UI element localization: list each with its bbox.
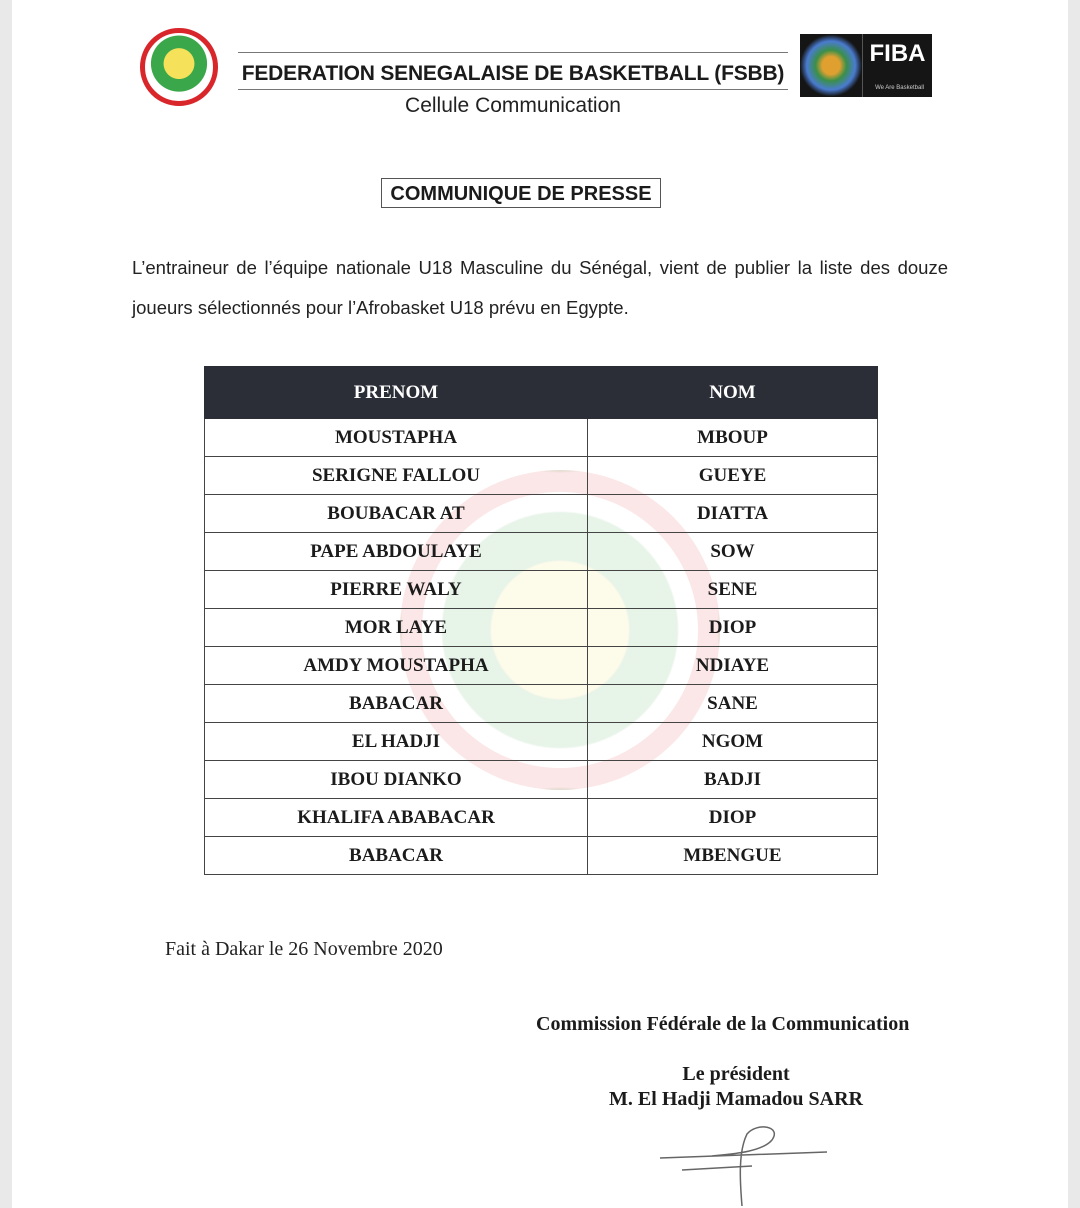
cell-nom: GUEYE bbox=[587, 456, 878, 495]
column-header-nom: NOM bbox=[587, 366, 878, 419]
fiba-logo: FIBA We Are Basketball bbox=[800, 34, 932, 97]
table-row: MOR LAYE DIOP bbox=[204, 608, 878, 647]
table-row: BOUBACAR AT DIATTA bbox=[204, 494, 878, 533]
cell-nom: SENE bbox=[587, 570, 878, 609]
table-row: BABACAR MBENGUE bbox=[204, 836, 878, 875]
cell-nom: NGOM bbox=[587, 722, 878, 761]
cell-prenom: KHALIFA ABABACAR bbox=[204, 798, 588, 837]
table-row: IBOU DIANKO BADJI bbox=[204, 760, 878, 799]
cell-prenom: BOUBACAR AT bbox=[204, 494, 588, 533]
commission-name: Commission Fédérale de la Communication bbox=[536, 1013, 910, 1035]
cell-prenom: SERIGNE FALLOU bbox=[204, 456, 588, 495]
cell-nom: NDIAYE bbox=[587, 646, 878, 685]
cell-prenom: PAPE ABDOULAYE bbox=[204, 532, 588, 571]
handwritten-signature bbox=[659, 1126, 828, 1207]
cell-nom: DIOP bbox=[587, 608, 878, 647]
cell-nom: DIATTA bbox=[587, 494, 878, 533]
cell-prenom: EL HADJI bbox=[204, 722, 588, 761]
table-row: EL HADJI NGOM bbox=[204, 722, 878, 761]
org-title: FEDERATION SENEGALAISE DE BASKETBALL (FS… bbox=[241, 62, 785, 85]
fiba-tagline: We Are Basketball bbox=[875, 85, 924, 91]
players-table: PRENOM NOM MOUSTAPHA MBOUP SERIGNE FALLOU G… bbox=[204, 366, 878, 875]
cell-prenom: IBOU DIANKO bbox=[204, 760, 588, 799]
place-date: Fait à Dakar le 26 Novembre 2020 bbox=[165, 938, 443, 960]
column-header-prenom: PRENOM bbox=[204, 366, 588, 419]
basketball-icon bbox=[800, 34, 862, 97]
table-row: SERIGNE FALLOU GUEYE bbox=[204, 456, 878, 495]
table-row: KHALIFA ABABACAR DIOP bbox=[204, 798, 878, 837]
intro-paragraph: L’entraineur de l’équipe nationale U18 M… bbox=[132, 257, 948, 318]
cell-nom: BADJI bbox=[587, 760, 878, 799]
org-subtitle: Cellule Communication bbox=[405, 94, 621, 117]
header-rule-top bbox=[238, 52, 788, 53]
table-row: AMDY MOUSTAPHA NDIAYE bbox=[204, 646, 878, 685]
document-heading: COMMUNIQUE DE PRESSE bbox=[381, 178, 661, 208]
cell-prenom: AMDY MOUSTAPHA bbox=[204, 646, 588, 685]
signatory-name: M. El Hadji Mamadou SARR bbox=[609, 1088, 863, 1110]
table-row: MOUSTAPHA MBOUP bbox=[204, 418, 878, 457]
table-header-row: PRENOM NOM bbox=[204, 366, 878, 419]
cell-prenom: PIERRE WALY bbox=[204, 570, 588, 609]
cell-prenom: BABACAR bbox=[204, 684, 588, 723]
cell-nom: MBOUP bbox=[587, 418, 878, 457]
cell-nom: SOW bbox=[587, 532, 878, 571]
cell-prenom: MOUSTAPHA bbox=[204, 418, 588, 457]
table-row: PAPE ABDOULAYE SOW bbox=[204, 532, 878, 571]
document-page: FEDERATION SENEGALAISE DE BASKETBALL (FS… bbox=[12, 0, 1068, 1208]
table-row: BABACAR SANE bbox=[204, 684, 878, 723]
cell-nom: SANE bbox=[587, 684, 878, 723]
fiba-logo-text: FIBA bbox=[869, 40, 926, 67]
fsbb-logo bbox=[140, 28, 218, 106]
cell-nom: MBENGUE bbox=[587, 836, 878, 875]
cell-nom: DIOP bbox=[587, 798, 878, 837]
cell-prenom: BABACAR bbox=[204, 836, 588, 875]
signatory-role: Le président bbox=[682, 1063, 790, 1085]
cell-prenom: MOR LAYE bbox=[204, 608, 588, 647]
header-rule-bottom bbox=[238, 89, 788, 90]
table-row: PIERRE WALY SENE bbox=[204, 570, 878, 609]
